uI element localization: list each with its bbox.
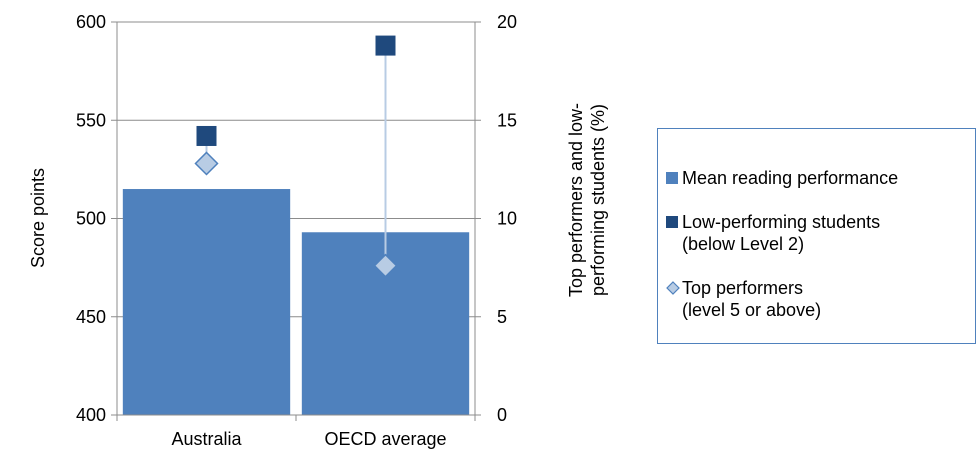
right-tick-label: 10 [497, 209, 517, 229]
legend-item-mean: Mean reading performance [666, 167, 898, 189]
left-axis-label: Score points [28, 168, 48, 268]
category-label: OECD average [324, 429, 446, 449]
legend-label-top-line1: Top performers [682, 278, 804, 298]
bar [122, 189, 291, 415]
right-tick-label: 20 [497, 12, 517, 32]
low-performers-marker [196, 125, 217, 146]
right-tick-label: 0 [497, 405, 507, 425]
left-tick-label: 500 [76, 209, 106, 229]
right-tick-label: 5 [497, 307, 507, 327]
markers [194, 35, 398, 278]
legend-label-top-line2: (level 5 or above) [682, 300, 822, 320]
left-tick-label: 600 [76, 12, 106, 32]
top-performers-marker [373, 253, 398, 278]
left-tick-labels: 400 450 500 550 600 [76, 12, 106, 425]
left-tick-label: 550 [76, 110, 106, 130]
right-tick-label: 15 [497, 110, 517, 130]
legend-label-low-line1: Low-performing students [682, 212, 881, 232]
legend: Mean reading performance Low-performing … [657, 128, 976, 344]
left-tick-label: 450 [76, 307, 106, 327]
category-labels: Australia OECD average [171, 429, 446, 449]
legend-item-low: Low-performing students (below Level 2) [666, 211, 880, 255]
square-marker-icon [666, 216, 678, 228]
axes [111, 21, 481, 421]
legend-label-top: Top performers (level 5 or above) [682, 277, 821, 321]
right-tick-labels: 0 5 10 15 20 [497, 12, 517, 425]
right-axis-label-line2: performing students (%) [588, 104, 608, 296]
diamond-marker-icon [666, 281, 680, 295]
legend-label-low: Low-performing students (below Level 2) [682, 211, 880, 255]
legend-label-low-line2: (below Level 2) [682, 234, 805, 254]
left-tick-label: 400 [76, 405, 106, 425]
top-performers-marker [194, 151, 219, 176]
right-axis-label-line1: Top performers and low- [566, 103, 586, 297]
legend-label-mean: Mean reading performance [682, 168, 899, 188]
bar-swatch-icon [666, 172, 678, 184]
category-label: Australia [171, 429, 242, 449]
bars [122, 189, 470, 415]
legend-item-top: Top performers (level 5 or above) [666, 277, 821, 321]
low-performers-marker [375, 35, 396, 56]
